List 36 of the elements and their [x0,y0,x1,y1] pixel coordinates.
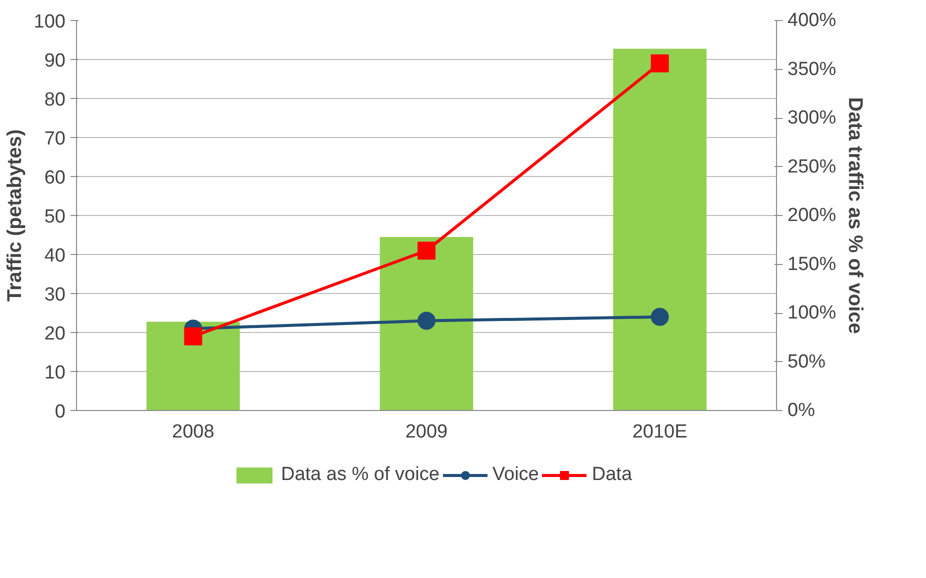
bar [380,236,474,410]
y2-tick-label: 0% [788,400,816,421]
y2-tick-label: 250% [788,156,836,178]
y-tick-label: 0 [54,402,66,422]
point [418,242,436,260]
bar [613,48,706,410]
y2-tick-label: 400% [788,10,836,31]
y2-axis-title: Data traffic as % of voice [844,97,866,334]
y-tick-label: 100 [34,12,66,32]
y2-tick-label: 350% [788,58,836,80]
legend-label: Voice [492,464,539,486]
y-tick-label: 60 [44,168,66,188]
y-tick-label: 90 [44,50,66,72]
x-tick-label: 2010E [632,422,688,442]
point [418,312,436,330]
y-tick-label: 10 [44,362,66,384]
y-tick-label: 20 [44,324,66,344]
y-tick-label: 70 [44,128,66,150]
bar [146,322,240,410]
x-tick-label: 2009 [405,422,448,442]
y-tick-label: 80 [44,90,66,110]
y2-tick-label: 200% [788,205,836,226]
y-axis-title: Traffic (petabytes) [4,129,26,302]
point [184,327,202,346]
y-tick-label: 30 [44,284,66,306]
y2-tick-label: 50% [788,351,826,372]
point [650,308,669,326]
x-tick-label: 2008 [172,422,214,442]
y2-tick-label: 300% [788,108,836,128]
legend-label: Data as % of voice [280,464,440,486]
y-tick-label: 40 [44,246,66,266]
y-tick-label: 50 [44,206,66,228]
y2-tick-label: 150% [788,254,836,275]
legend-label: Data [592,464,632,486]
y2-tick-label: 100% [788,302,836,324]
point [650,54,669,72]
